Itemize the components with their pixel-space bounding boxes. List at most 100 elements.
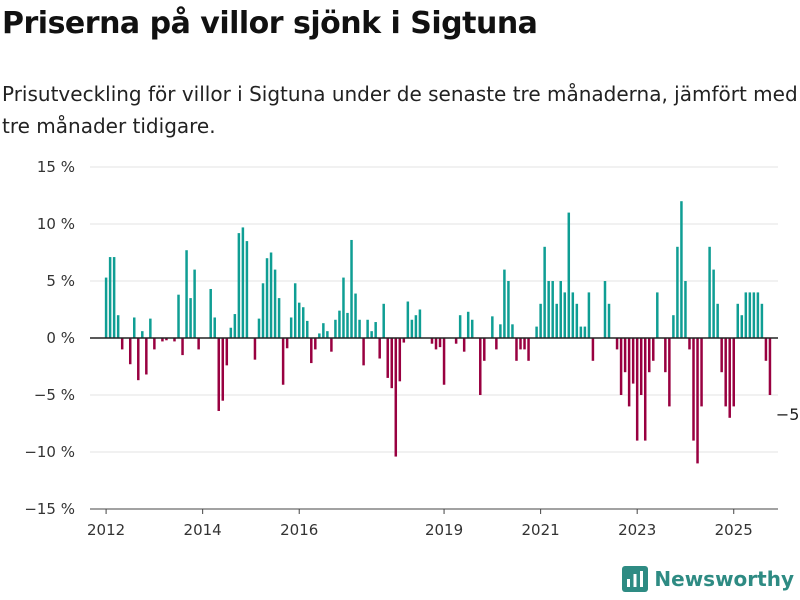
bar xyxy=(257,318,261,338)
bar xyxy=(237,233,241,338)
x-tick-label: 2025 xyxy=(715,521,753,539)
bar xyxy=(229,327,233,338)
chart-subtitle: Prisutveckling för villor i Sigtuna unde… xyxy=(2,82,798,138)
y-axis-labels: 15 % 10 % 5 % 0 % −5 % −10 % −15 % xyxy=(24,158,75,518)
bar xyxy=(366,319,369,338)
bar xyxy=(350,239,353,338)
bar xyxy=(289,317,293,338)
bar xyxy=(499,324,502,338)
bar xyxy=(193,269,196,338)
bar xyxy=(631,338,635,384)
latest-value-label: −5 % xyxy=(776,405,800,424)
chart-title: Priserna på villor sjönk i Sigtuna xyxy=(2,6,538,41)
bar xyxy=(587,292,591,338)
bar xyxy=(402,338,406,343)
y-tick-label: 5 % xyxy=(46,272,75,290)
bar xyxy=(112,257,116,338)
bar xyxy=(434,338,438,350)
bar xyxy=(378,338,381,359)
bar xyxy=(390,338,394,389)
bar xyxy=(716,303,719,338)
bar xyxy=(382,303,385,338)
bar xyxy=(768,338,772,395)
bar xyxy=(410,319,414,338)
bar xyxy=(197,338,200,350)
bar xyxy=(217,338,220,411)
bar xyxy=(684,281,687,338)
bar xyxy=(639,338,643,395)
bar xyxy=(269,252,273,338)
bar xyxy=(362,338,365,366)
bar xyxy=(310,338,313,364)
bar xyxy=(732,338,735,407)
bar xyxy=(141,331,144,338)
bar xyxy=(318,333,321,338)
bar xyxy=(535,326,538,338)
bar xyxy=(764,338,768,361)
bar xyxy=(430,338,434,344)
bar xyxy=(281,338,285,385)
newsworthy-brand[interactable]: Newsworthy xyxy=(622,564,794,594)
bar xyxy=(635,338,639,441)
bar xyxy=(128,338,132,365)
bar xyxy=(466,311,470,338)
bar xyxy=(346,312,349,338)
bar xyxy=(547,281,550,338)
bar xyxy=(374,322,377,338)
bar xyxy=(241,227,245,338)
bar xyxy=(261,283,265,338)
y-tick-label: 0 % xyxy=(46,329,75,347)
bar xyxy=(225,338,229,366)
bar xyxy=(672,315,675,338)
bar xyxy=(458,315,462,338)
bar xyxy=(454,338,458,344)
bar xyxy=(511,324,514,338)
bar xyxy=(181,338,184,356)
bar xyxy=(527,338,530,361)
bar xyxy=(145,338,148,375)
bar xyxy=(116,315,120,338)
bar xyxy=(507,281,510,338)
bar xyxy=(306,320,309,338)
bar xyxy=(627,338,631,407)
bar xyxy=(342,277,345,338)
bar xyxy=(575,303,579,338)
bar xyxy=(760,303,764,338)
bar xyxy=(712,269,715,338)
bar xyxy=(293,283,297,338)
bar xyxy=(543,246,546,338)
bar xyxy=(470,319,474,338)
bar xyxy=(414,315,418,338)
bar xyxy=(462,338,466,352)
bar xyxy=(688,338,691,350)
bar xyxy=(165,338,168,341)
x-tick-label: 2023 xyxy=(618,521,656,539)
bar xyxy=(189,298,192,338)
bar xyxy=(491,316,494,338)
bar xyxy=(265,258,269,338)
bar xyxy=(623,338,627,373)
bar xyxy=(736,303,740,338)
y-tick-label: −10 % xyxy=(24,443,75,461)
bar xyxy=(752,292,756,338)
bar xyxy=(748,292,752,338)
x-tick-label: 2021 xyxy=(522,521,560,539)
bar xyxy=(676,246,679,338)
bar xyxy=(603,281,607,338)
bar xyxy=(720,338,723,373)
bar xyxy=(591,338,595,361)
bar xyxy=(668,338,671,407)
bar xyxy=(515,338,518,361)
bar xyxy=(495,338,498,350)
bar xyxy=(442,338,446,385)
bar xyxy=(297,302,301,338)
bar xyxy=(567,212,571,338)
bar-chart: 15 %10 %5 %0 %−5 %−10 %−15 % 2012 2014 201… xyxy=(24,158,800,539)
bar xyxy=(539,303,542,338)
annotations: −5 % xyxy=(776,405,800,424)
bar xyxy=(571,292,575,338)
bar xyxy=(563,292,567,338)
bar xyxy=(233,314,237,338)
bar xyxy=(523,338,526,350)
y-tick-label: −5 % xyxy=(34,386,75,404)
